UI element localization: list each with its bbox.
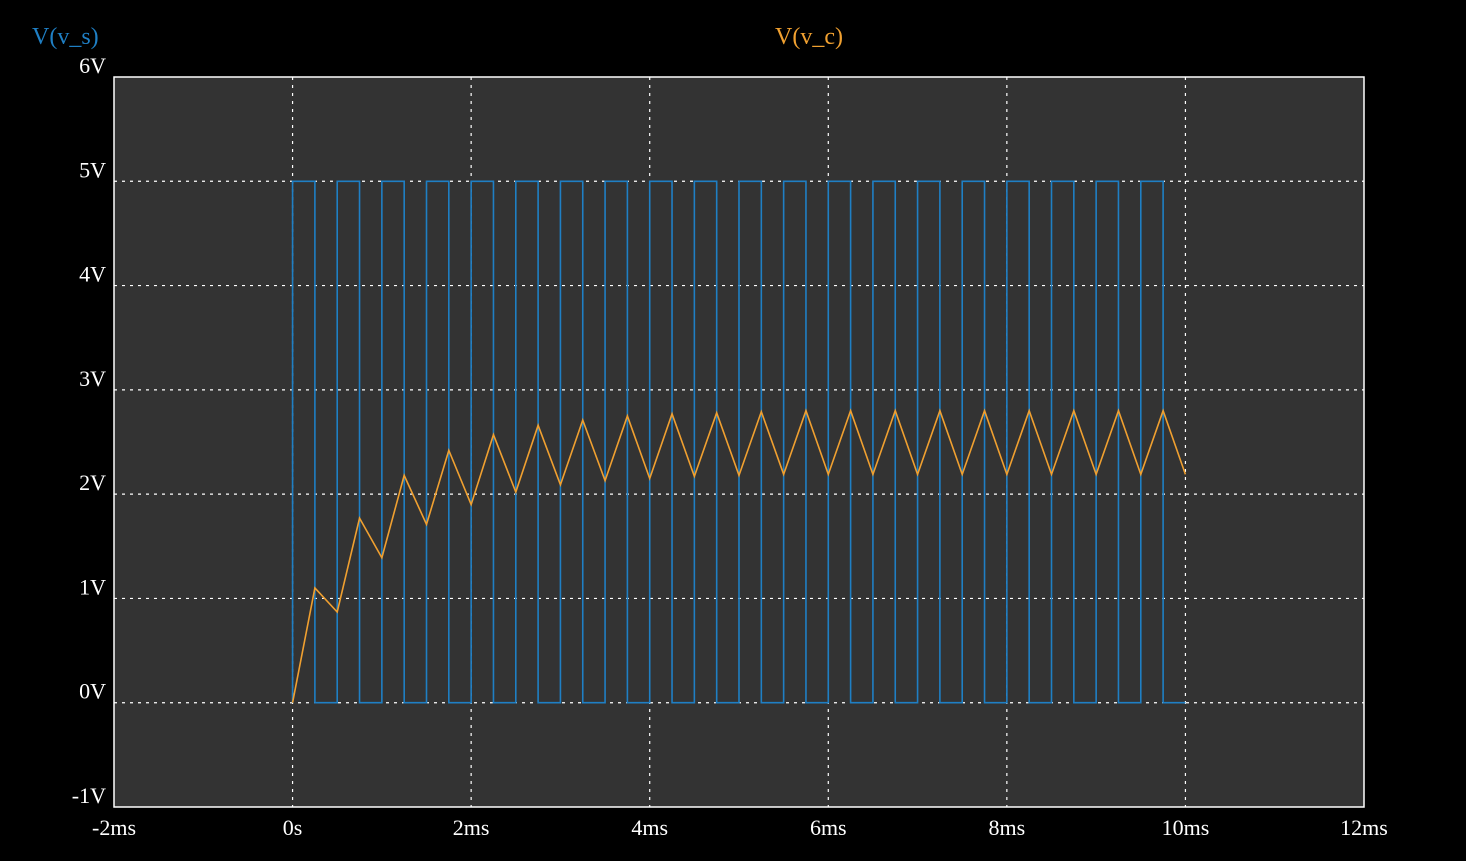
y-tick-label: 5V [79,157,106,182]
y-tick-label: 1V [79,574,106,599]
y-tick-label: 6V [79,53,106,78]
legend-entry-v-s: V(v_s) [32,24,99,50]
series-line-v-c [291,408,1187,703]
series-line-v-s [291,180,1186,704]
x-tick-label: 8ms [989,815,1026,840]
y-tick-label: 0V [79,679,106,704]
x-tick-label: 10ms [1162,815,1210,840]
x-tick-label: -2ms [92,815,136,840]
plot-frame [113,76,1365,808]
y-tick-label: -1V [72,783,106,808]
y-tick-label: 3V [79,366,106,391]
y-tick-label: 4V [79,262,106,287]
x-tick-label: 12ms [1340,815,1388,840]
series-layer [291,180,1187,704]
x-tick-label: 6ms [810,815,847,840]
x-tick-label: 4ms [631,815,668,840]
legend: V(v_s) V(v_c) [32,24,843,50]
x-tick-labels: -2ms 0s 2ms 4ms 6ms 8ms 10ms 12ms [92,815,1388,840]
y-tick-label: 2V [79,470,106,495]
y-tick-labels: -1V 0V 1V 2V 3V 4V 5V 6V [72,53,106,808]
x-tick-label: 0s [283,815,303,840]
legend-entry-v-c: V(v_c) [775,24,843,50]
x-tick-label: 2ms [453,815,490,840]
